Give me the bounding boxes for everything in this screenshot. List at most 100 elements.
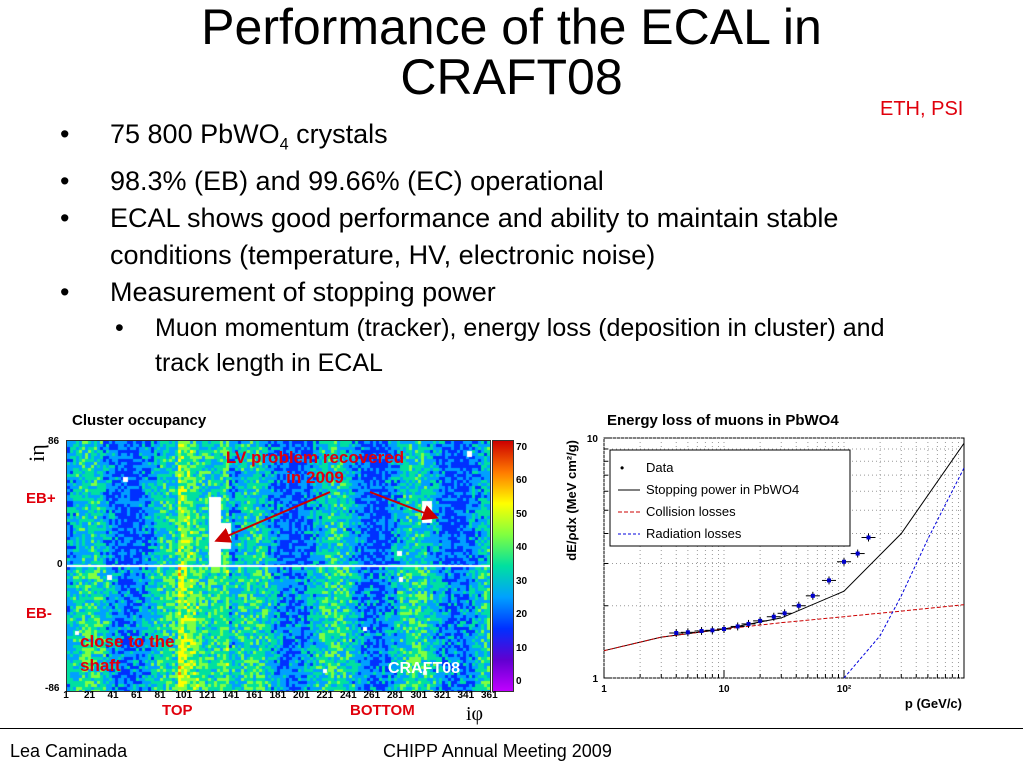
slide-title: Performance of the ECAL in CRAFT08 bbox=[0, 2, 1023, 102]
footer-divider bbox=[0, 728, 1023, 729]
lv-arrows bbox=[214, 491, 439, 543]
bullet-glyph: • bbox=[60, 119, 70, 149]
data-point bbox=[710, 628, 715, 633]
stopping-power-curve bbox=[603, 443, 965, 652]
data-point bbox=[796, 603, 801, 608]
x-tick-label: 10 bbox=[718, 684, 730, 695]
occupancy-x-tick: 321 bbox=[434, 690, 451, 701]
heatmap-canvas bbox=[66, 440, 491, 692]
craft08-tag: CRAFT08 bbox=[388, 660, 461, 677]
colorbar-tick: 10 bbox=[516, 642, 528, 654]
colorbar-tick: 30 bbox=[516, 575, 528, 587]
bullet-performance-text: ECAL shows good performance and ability … bbox=[110, 203, 839, 271]
data-point bbox=[842, 559, 846, 564]
collision-losses-curve bbox=[603, 604, 965, 652]
eb-minus-label: EB- bbox=[26, 605, 52, 622]
y-tick-label: 1 bbox=[592, 674, 598, 685]
bullet-crystals-text: 75 800 PbWO bbox=[110, 119, 280, 149]
bullet-operational: • 98.3% (EB) and 99.66% (EC) operational bbox=[60, 163, 940, 200]
occupancy-title: Cluster occupancy bbox=[72, 412, 207, 429]
energy-loss-chart: 1 10 10² 1 10 p (GeV/c) dE/ρdx (MeV cm²/g) • Dat… bbox=[564, 434, 965, 711]
colorbar-tick: 40 bbox=[516, 542, 528, 554]
bullet-stopping-power-text: Measurement of stopping power bbox=[110, 277, 496, 308]
data-point bbox=[758, 618, 763, 623]
y-tick-0: 0 bbox=[57, 559, 63, 570]
chart-title: Energy loss of muons in PbWO4 bbox=[607, 412, 839, 429]
occupancy-x-tick: 81 bbox=[154, 690, 166, 701]
lv-problem-annotation: LV problem recovered in 2009 bbox=[225, 448, 405, 487]
data-point bbox=[810, 593, 815, 598]
slide-title-line1: Performance of the ECAL in bbox=[201, 0, 822, 55]
occupancy-x-tick: 101 bbox=[175, 690, 193, 701]
colorbar bbox=[492, 440, 514, 692]
occupancy-x-tick: 301 bbox=[410, 690, 428, 701]
y-tick-86: 86 bbox=[48, 436, 60, 447]
data-point bbox=[699, 628, 704, 633]
sub-bullet-muon-text: Muon momentum (tracker), energy loss (de… bbox=[155, 314, 885, 378]
close-to-shaft-annotation: close to the shaft bbox=[80, 632, 175, 675]
bullet-glyph: • bbox=[60, 277, 70, 308]
legend-entry: Radiation losses bbox=[646, 526, 742, 541]
occupancy-x-label: iφ bbox=[466, 703, 484, 725]
y-tick-minus86: -86 bbox=[45, 683, 60, 694]
slide-title-line2: CRAFT08 bbox=[400, 49, 623, 105]
data-point bbox=[722, 627, 726, 632]
bullet-operational-text: 98.3% (EB) and 99.66% (EC) operational bbox=[110, 166, 604, 197]
occupancy-x-tick: 181 bbox=[269, 690, 287, 701]
data-point bbox=[685, 630, 690, 635]
occupancy-heatmap bbox=[66, 440, 491, 692]
bullet-glyph: • bbox=[60, 166, 70, 197]
affiliation: ETH, PSI bbox=[880, 98, 964, 120]
occupancy-x-tick: 21 bbox=[83, 690, 96, 701]
data-point bbox=[735, 624, 740, 629]
occupancy-x-tick: 221 bbox=[316, 690, 334, 701]
colorbar-tick: 20 bbox=[516, 609, 528, 621]
occupancy-y-label: iη bbox=[23, 444, 49, 462]
arrow-right bbox=[369, 491, 439, 521]
radiation-losses-curve bbox=[843, 467, 965, 679]
bullet-list: • 75 800 PbWO4 crystals • 98.3% (EB) and 9… bbox=[60, 116, 940, 381]
occupancy-x-tick: 161 bbox=[246, 690, 263, 701]
occupancy-x-tick: 1 bbox=[63, 690, 69, 701]
colorbar-tick: 0 bbox=[516, 676, 522, 687]
occupancy-x-tick: 121 bbox=[199, 690, 216, 701]
arrow-left bbox=[214, 491, 331, 543]
x-tick-label: 10² bbox=[837, 684, 852, 695]
legend-entry: Stopping power in PbWO4 bbox=[646, 482, 799, 497]
occupancy-x-tick: 261 bbox=[363, 690, 381, 701]
occupancy-x-tick: 341 bbox=[457, 690, 475, 701]
bullet-crystals-subscript: 4 bbox=[279, 135, 289, 154]
data-point bbox=[674, 630, 679, 635]
bottom-label: BOTTOM bbox=[350, 702, 415, 719]
data-point bbox=[782, 611, 787, 616]
data-point bbox=[855, 551, 860, 556]
occupancy-x-tick: 361 bbox=[481, 690, 498, 701]
colorbar-tick: 50 bbox=[516, 508, 528, 520]
x-axis-label: p (GeV/c) bbox=[905, 696, 962, 711]
top-label: TOP bbox=[162, 702, 193, 719]
data-point bbox=[866, 535, 871, 540]
legend-data-marker: • bbox=[620, 461, 624, 475]
data-point bbox=[827, 578, 832, 583]
bullet-glyph: • bbox=[115, 314, 124, 343]
legend-entry: Data bbox=[646, 460, 674, 475]
y-tick-label: 10 bbox=[587, 434, 599, 445]
occupancy-x-tick: 141 bbox=[222, 690, 240, 701]
legend-entry: Collision losses bbox=[646, 504, 736, 519]
occupancy-x-tick: 241 bbox=[340, 690, 357, 701]
colorbar-tick: 60 bbox=[516, 475, 528, 487]
bullet-performance: • ECAL shows good performance and ability… bbox=[60, 200, 940, 274]
x-tick-label: 1 bbox=[601, 684, 607, 695]
occupancy-x-tick: 281 bbox=[387, 690, 404, 701]
footer-author: Lea Caminada bbox=[10, 741, 128, 761]
data-point bbox=[771, 614, 776, 619]
bullet-crystals: • 75 800 PbWO4 crystals bbox=[60, 116, 940, 163]
footer-event: CHIPP Annual Meeting 2009 bbox=[383, 741, 612, 761]
eb-plus-label: EB+ bbox=[26, 490, 56, 507]
colorbar-tick: 70 bbox=[516, 442, 528, 453]
bullet-stopping-power: • Measurement of stopping power bbox=[60, 274, 940, 311]
occupancy-x-tick: 201 bbox=[293, 690, 310, 701]
occupancy-x-tick: 61 bbox=[130, 690, 143, 701]
y-axis-label: dE/ρdx (MeV cm²/g) bbox=[564, 440, 579, 561]
sub-bullet-muon: • Muon momentum (tracker), energy loss (d… bbox=[60, 311, 940, 381]
